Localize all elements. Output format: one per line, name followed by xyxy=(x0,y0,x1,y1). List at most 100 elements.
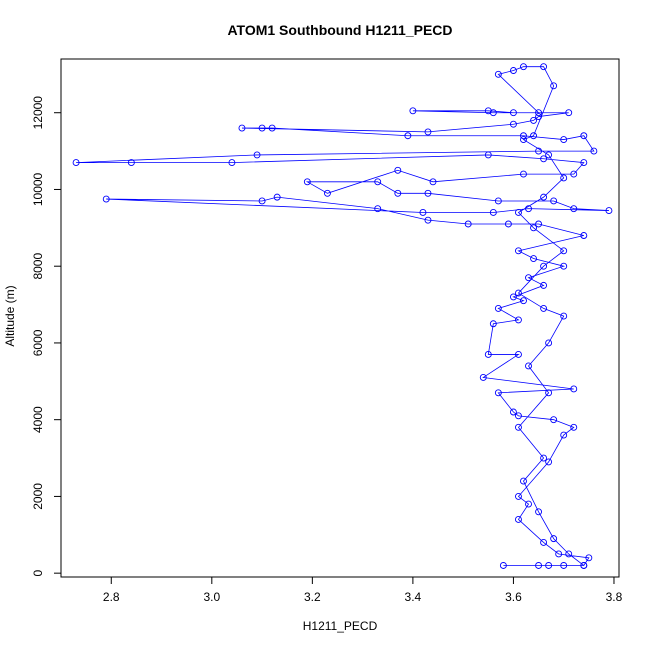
data-point xyxy=(580,159,588,167)
data-point xyxy=(540,155,548,163)
data-point xyxy=(545,339,553,347)
x-tick-label: 3.2 xyxy=(304,590,321,604)
data-point xyxy=(499,562,507,569)
data-point xyxy=(520,63,527,71)
chart-title: ATOM1 Southbound H1211_PECD xyxy=(227,22,452,38)
data-point xyxy=(585,554,593,562)
data-point xyxy=(509,120,517,128)
data-point xyxy=(258,197,266,205)
data-point xyxy=(479,374,487,381)
data-point xyxy=(228,159,236,167)
data-point xyxy=(545,562,553,569)
data-point xyxy=(520,170,527,178)
data-point xyxy=(509,408,517,416)
data-point xyxy=(560,431,568,439)
data-point xyxy=(535,113,543,121)
data-point xyxy=(565,550,573,558)
series-layer xyxy=(72,63,613,569)
data-point xyxy=(484,151,492,159)
data-point xyxy=(560,136,568,144)
data-point xyxy=(273,193,281,201)
data-point xyxy=(570,205,578,213)
data-point xyxy=(424,216,432,224)
data-point xyxy=(565,109,573,117)
data-point xyxy=(550,535,558,543)
data-point xyxy=(605,207,613,215)
data-point xyxy=(550,416,558,424)
data-point xyxy=(494,389,502,397)
data-point xyxy=(489,320,497,328)
x-tick-label: 3.0 xyxy=(203,590,220,604)
y-tick-label: 12000 xyxy=(31,96,45,130)
data-point xyxy=(394,189,402,197)
x-tick-label: 2.8 xyxy=(103,590,120,604)
data-point xyxy=(258,124,266,132)
data-point xyxy=(515,515,522,523)
data-point xyxy=(545,458,553,466)
data-point xyxy=(545,389,553,397)
data-point xyxy=(530,224,537,232)
data-point xyxy=(530,255,537,262)
data-point xyxy=(509,109,517,117)
data-point xyxy=(530,116,537,124)
data-point xyxy=(374,205,382,213)
data-point xyxy=(520,297,527,305)
data-point xyxy=(590,147,598,155)
data-point xyxy=(525,362,532,370)
x-tick-label: 3.8 xyxy=(606,590,623,604)
series-line xyxy=(76,66,609,566)
y-tick-label: 2000 xyxy=(31,483,45,510)
data-point xyxy=(102,195,110,203)
data-point xyxy=(424,128,432,136)
data-point xyxy=(570,385,578,393)
data-point xyxy=(530,132,537,140)
x-axis: 2.8 3.0 3.2 3.4 3.6 3.8 xyxy=(103,576,623,604)
data-point xyxy=(494,304,502,312)
data-point xyxy=(509,67,517,74)
data-point xyxy=(525,205,532,213)
x-axis-label: H1211_PECD xyxy=(303,619,378,633)
data-point xyxy=(409,107,417,115)
data-point xyxy=(515,289,522,297)
data-point xyxy=(560,562,568,569)
data-point xyxy=(580,232,588,239)
data-point xyxy=(509,293,517,301)
data-point xyxy=(545,151,553,159)
data-point xyxy=(535,109,543,117)
x-tick-label: 3.6 xyxy=(505,590,522,604)
data-point xyxy=(489,209,497,216)
data-point xyxy=(520,477,527,485)
data-point xyxy=(515,412,522,420)
data-point xyxy=(560,174,568,182)
data-point xyxy=(419,209,427,216)
data-point xyxy=(429,178,437,186)
data-point xyxy=(520,132,527,140)
y-axis-label: Altitude (m) xyxy=(3,285,17,346)
data-point xyxy=(540,539,548,546)
data-point xyxy=(515,351,522,358)
data-point xyxy=(535,147,543,155)
y-tick-label: 4000 xyxy=(31,406,45,433)
data-point xyxy=(535,220,543,228)
data-point xyxy=(464,220,472,228)
data-point xyxy=(494,70,502,78)
y-tick-label: 6000 xyxy=(31,329,45,356)
data-point xyxy=(540,304,548,312)
data-point xyxy=(560,312,568,320)
data-point xyxy=(580,562,588,569)
data-point xyxy=(394,166,402,174)
data-point xyxy=(504,220,512,228)
data-point xyxy=(404,132,412,140)
data-point xyxy=(540,193,548,201)
data-point xyxy=(515,492,522,500)
data-point xyxy=(535,508,543,516)
data-point xyxy=(540,63,548,71)
data-point xyxy=(560,247,568,255)
data-point xyxy=(515,316,522,324)
data-point xyxy=(238,124,246,132)
y-tick-label: 8000 xyxy=(31,253,45,280)
x-tick-label: 3.4 xyxy=(405,590,422,604)
data-point xyxy=(570,170,578,178)
data-point xyxy=(535,562,543,569)
